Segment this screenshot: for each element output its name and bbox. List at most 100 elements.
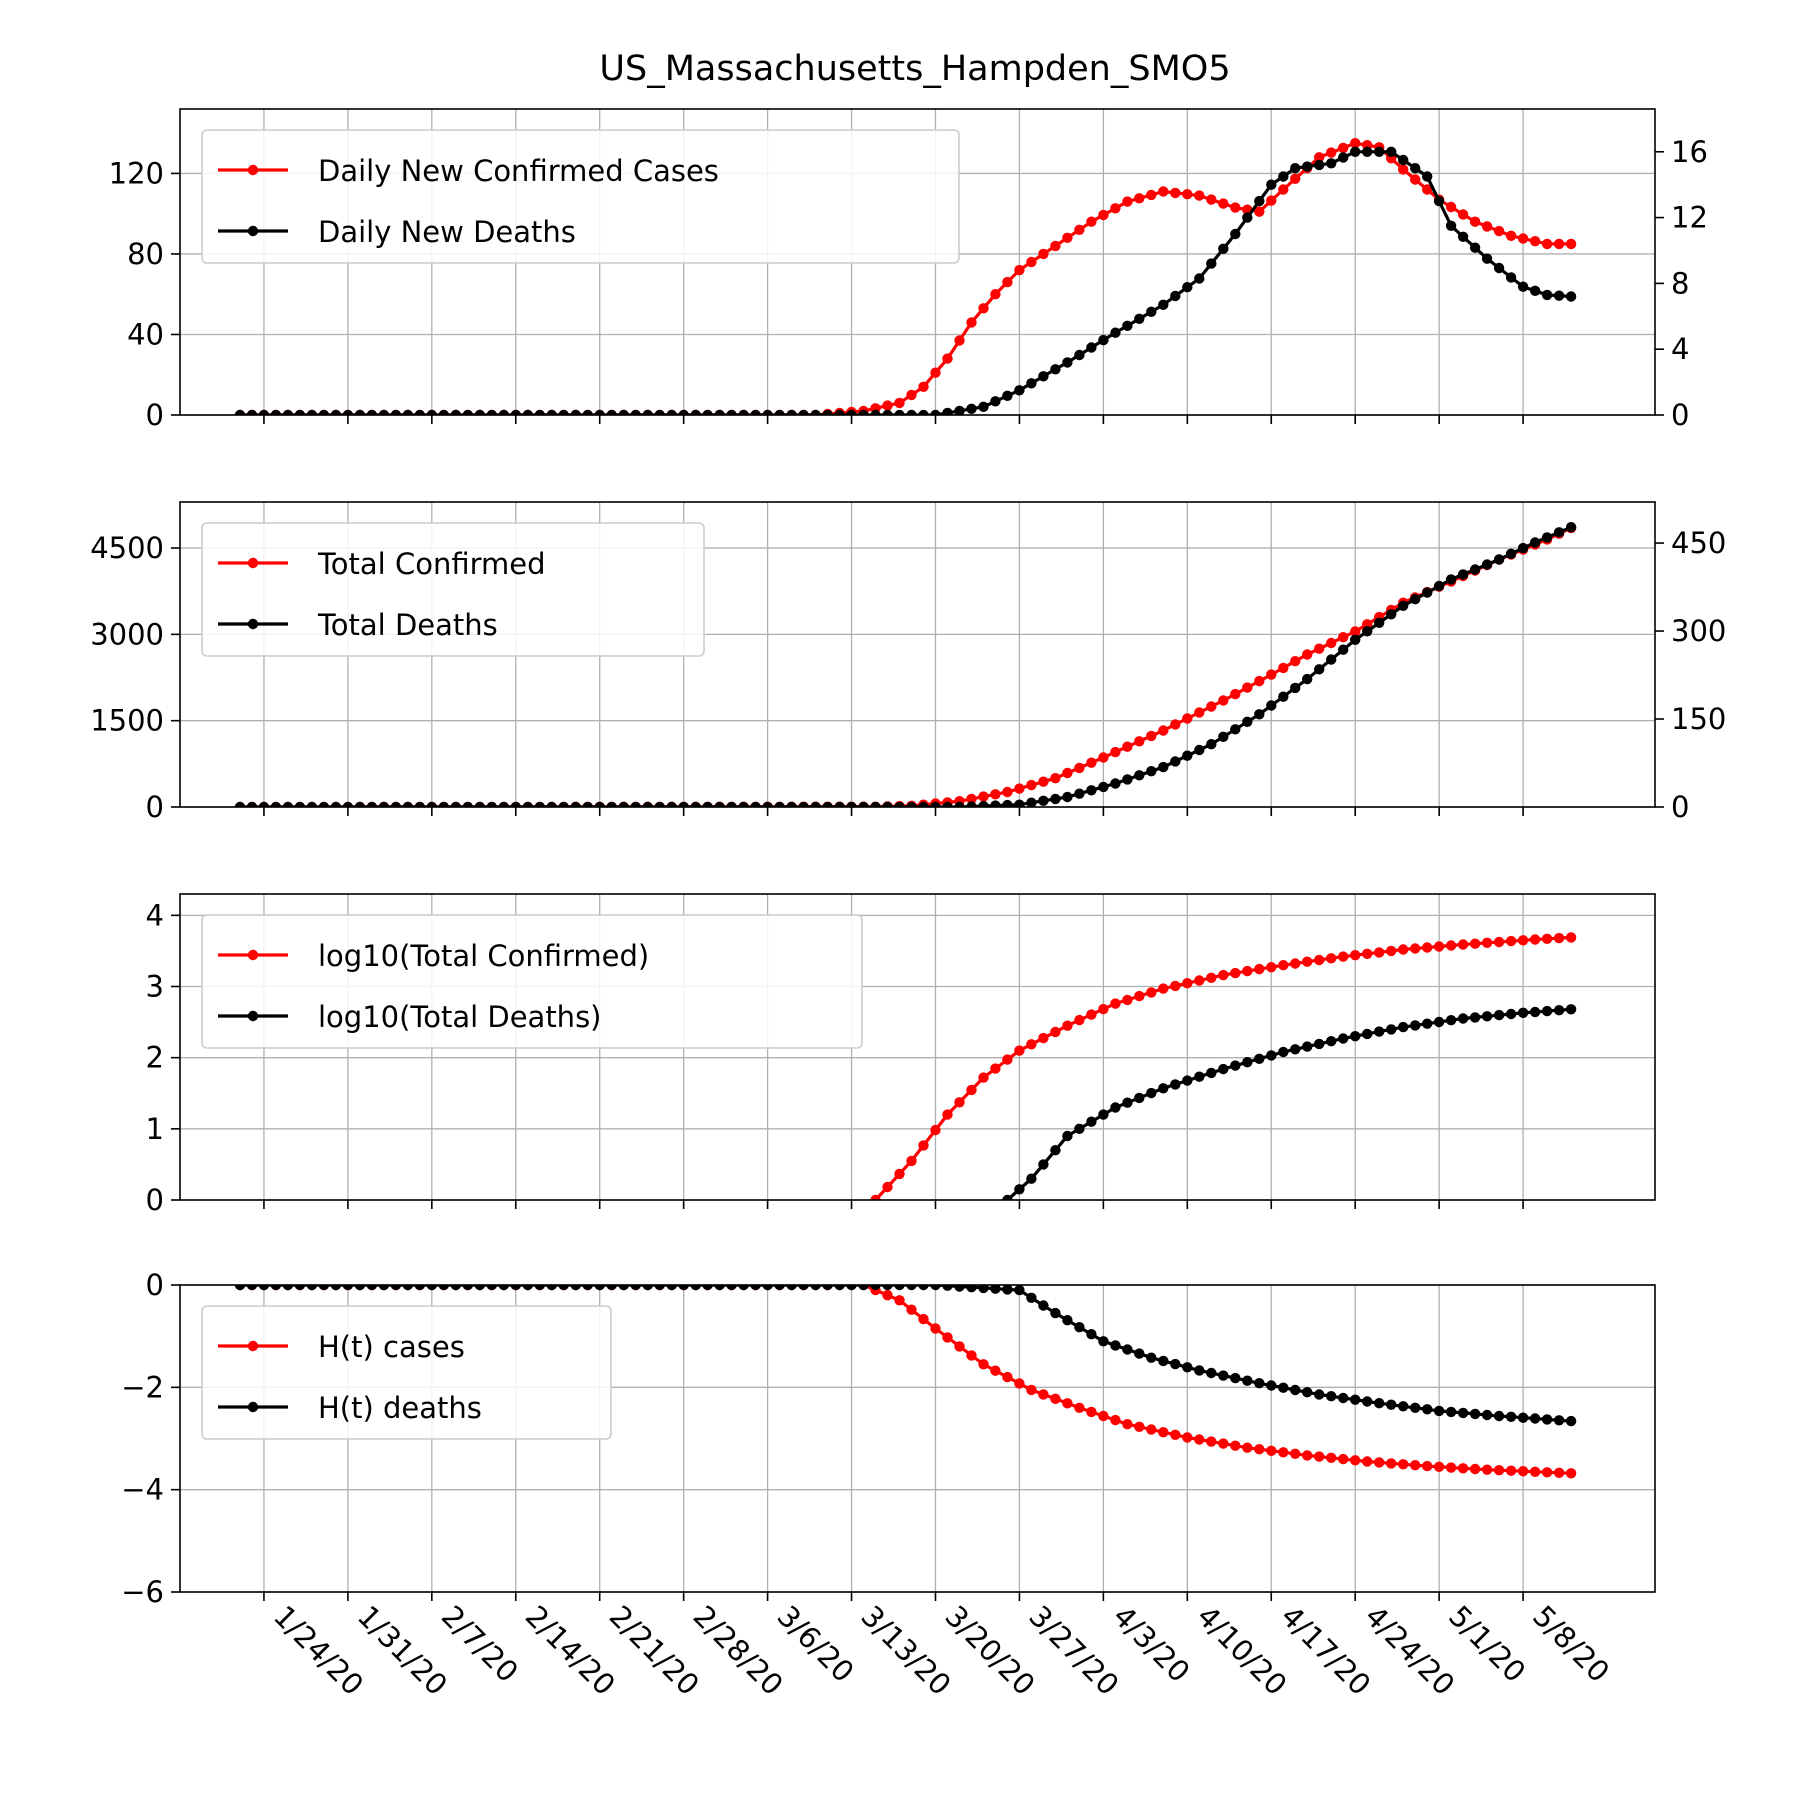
data-point bbox=[1529, 1006, 1541, 1018]
data-point bbox=[474, 409, 485, 415]
data-point bbox=[606, 1285, 617, 1291]
data-point bbox=[1553, 290, 1565, 301]
axes-frame bbox=[179, 501, 1656, 808]
data-point bbox=[642, 801, 653, 807]
data-point bbox=[1170, 980, 1181, 992]
data-point bbox=[1062, 232, 1073, 243]
data-point bbox=[606, 801, 617, 807]
data-point bbox=[234, 409, 246, 415]
data-point bbox=[1110, 203, 1121, 214]
data-point bbox=[1445, 574, 1457, 585]
panel-4: −6 −4 −2 0 H(t) cases H(t) deaths bbox=[121, 1268, 1656, 1609]
data-point bbox=[1062, 1020, 1073, 1031]
data-point bbox=[1362, 1396, 1373, 1407]
data-point bbox=[1014, 799, 1025, 807]
data-point bbox=[1050, 1026, 1061, 1038]
y-tick-label: 0 bbox=[146, 1268, 164, 1302]
data-point bbox=[726, 801, 737, 807]
data-point bbox=[1410, 594, 1421, 605]
data-point bbox=[1254, 963, 1265, 975]
legend-box bbox=[201, 914, 863, 1049]
data-point bbox=[678, 409, 689, 415]
data-point bbox=[1266, 195, 1277, 206]
data-point bbox=[1038, 1300, 1049, 1311]
data-point bbox=[1374, 617, 1385, 628]
legend-box bbox=[201, 522, 705, 657]
data-point bbox=[438, 801, 449, 807]
axes-frame bbox=[179, 108, 1656, 416]
data-point bbox=[1086, 342, 1097, 353]
legend-item: log10(Total Confirmed) bbox=[218, 939, 649, 973]
y-tick-label: 4 bbox=[146, 898, 164, 932]
data-point bbox=[954, 1285, 965, 1292]
data-point bbox=[1182, 1362, 1193, 1373]
data-point bbox=[1433, 1405, 1445, 1417]
data-point bbox=[390, 409, 402, 415]
data-point bbox=[1517, 935, 1529, 946]
data-point bbox=[1206, 1436, 1217, 1447]
data-point bbox=[546, 1285, 557, 1291]
data-point bbox=[822, 1285, 833, 1291]
data-point bbox=[1326, 953, 1337, 964]
data-point bbox=[1086, 785, 1097, 796]
legend-label: Total Deaths bbox=[317, 608, 498, 642]
data-point bbox=[1350, 1394, 1361, 1405]
data-point bbox=[1242, 716, 1253, 727]
data-point bbox=[714, 801, 725, 807]
data-point bbox=[1182, 978, 1193, 989]
data-point bbox=[1529, 1413, 1541, 1424]
data-point bbox=[1326, 147, 1337, 158]
data-point bbox=[750, 409, 761, 415]
data-point bbox=[1146, 306, 1157, 317]
data-point bbox=[1338, 1033, 1349, 1044]
data-point bbox=[1122, 994, 1133, 1006]
data-point bbox=[294, 1285, 306, 1291]
data-point bbox=[1481, 1011, 1493, 1022]
y-tick-label: 3 bbox=[146, 970, 164, 1004]
series-log10-total-deaths- bbox=[1002, 1004, 1577, 1200]
data-point bbox=[1122, 741, 1133, 752]
data-point bbox=[942, 1285, 953, 1291]
legend: Daily New Confirmed Cases Daily New Death… bbox=[201, 129, 960, 264]
data-point bbox=[1170, 719, 1181, 730]
data-point bbox=[954, 1097, 965, 1108]
data-point bbox=[1038, 776, 1049, 787]
data-point bbox=[546, 409, 557, 415]
legend-label: H(t) cases bbox=[318, 1330, 465, 1364]
data-point bbox=[1433, 580, 1445, 592]
data-point bbox=[1266, 179, 1277, 190]
data-point bbox=[1134, 736, 1145, 747]
y-tick-label: 2 bbox=[146, 1041, 164, 1075]
data-point bbox=[1541, 1414, 1553, 1425]
data-point bbox=[954, 801, 965, 807]
data-point bbox=[1362, 948, 1373, 959]
data-point bbox=[1050, 240, 1061, 252]
data-point bbox=[1386, 1458, 1397, 1469]
data-point bbox=[882, 409, 893, 415]
data-point bbox=[1002, 1285, 1013, 1295]
data-point bbox=[1278, 184, 1289, 195]
data-point bbox=[1122, 1419, 1133, 1430]
axes-frame bbox=[179, 893, 1656, 1201]
data-point bbox=[1326, 637, 1337, 649]
data-point bbox=[990, 1285, 1001, 1294]
data-point bbox=[1218, 1370, 1229, 1381]
data-point bbox=[1182, 1432, 1193, 1443]
data-point bbox=[1098, 1109, 1109, 1120]
data-point bbox=[1074, 1123, 1085, 1135]
data-point bbox=[1194, 190, 1205, 201]
data-point bbox=[1433, 1016, 1445, 1028]
data-point bbox=[1134, 1348, 1145, 1359]
data-point bbox=[882, 1285, 893, 1291]
data-point bbox=[1541, 532, 1553, 543]
data-point bbox=[906, 801, 917, 807]
data-point bbox=[750, 801, 761, 807]
data-point bbox=[858, 1285, 869, 1291]
series-h-t-deaths bbox=[234, 1285, 1577, 1427]
data-point bbox=[966, 1285, 977, 1293]
data-point bbox=[402, 409, 413, 415]
data-point bbox=[1290, 682, 1301, 694]
data-point bbox=[570, 1285, 581, 1291]
data-point bbox=[450, 1285, 461, 1291]
